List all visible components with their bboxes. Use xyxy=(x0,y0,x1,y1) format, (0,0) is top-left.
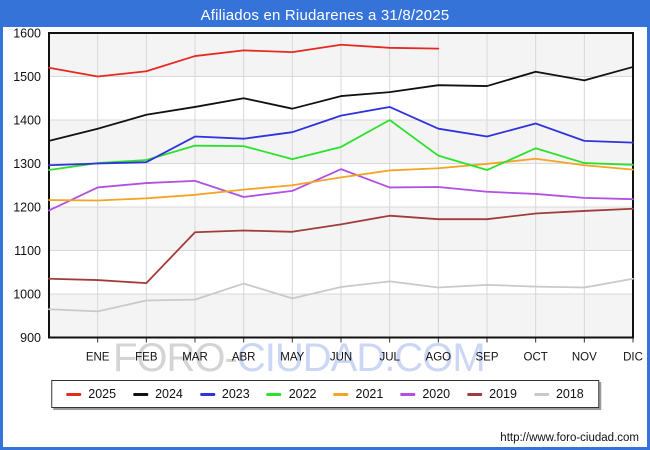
plot-band xyxy=(49,294,633,338)
x-axis-label-ENE: ENE xyxy=(86,352,110,364)
legend-color-dash xyxy=(400,392,416,396)
plot-band xyxy=(49,33,633,77)
legend-label: 2025 xyxy=(88,387,117,401)
plot-band xyxy=(49,250,633,294)
y-axis-label: 1200 xyxy=(13,201,41,215)
y-axis-label: 1400 xyxy=(13,114,41,128)
plot-band xyxy=(49,120,633,164)
legend-item-2019: 2019 xyxy=(467,387,517,401)
legend-item-2018: 2018 xyxy=(533,387,584,401)
x-axis-label-OCT: OCT xyxy=(524,352,548,364)
legend-color-dash xyxy=(333,392,349,396)
plot-band xyxy=(49,76,633,120)
plot-band xyxy=(49,163,633,207)
y-axis-label: 1300 xyxy=(13,157,41,171)
chart-header-bar: Afiliados en Riudarenes a 31/8/2025 xyxy=(3,3,647,27)
series-line-2025 xyxy=(48,43,440,78)
y-axis-label: 1000 xyxy=(13,288,41,302)
series-line-2024 xyxy=(48,66,634,142)
legend-item-2024: 2024 xyxy=(133,387,183,401)
plot-band xyxy=(49,207,633,251)
series-line-2022 xyxy=(48,119,634,171)
y-axis-label: 1500 xyxy=(13,70,41,84)
legend-color-dash xyxy=(66,392,82,396)
x-axis-label-DIC: DIC xyxy=(623,352,643,364)
legend-label: 2020 xyxy=(422,387,451,401)
series-line-2019 xyxy=(48,207,634,285)
series-line-2020 xyxy=(48,168,634,212)
legend-item-2023: 2023 xyxy=(199,387,250,401)
x-axis-label-NOV: NOV xyxy=(572,352,597,364)
watermark-part1: FORO- xyxy=(113,336,238,380)
legend-item-2022: 2022 xyxy=(266,387,317,401)
plot-border xyxy=(48,32,634,339)
watermark-part2: CIUDAD.COM xyxy=(236,336,486,380)
chart-legend: 2025 2024 2023 2022 2021 2020 2019 2018 xyxy=(51,380,599,408)
legend-label: 2018 xyxy=(555,387,584,401)
legend-color-dash xyxy=(266,392,282,396)
series-line-2021 xyxy=(48,157,634,202)
y-axis-label: 1600 xyxy=(13,28,41,41)
footer-url[interactable]: http://www.foro-ciudad.com xyxy=(500,432,639,444)
y-axis-label: 900 xyxy=(20,331,41,345)
legend-label: 2022 xyxy=(288,387,317,401)
legend-item-2025: 2025 xyxy=(66,387,116,401)
legend-color-dash xyxy=(467,392,483,396)
legend-color-dash xyxy=(533,392,549,396)
legend-label: 2019 xyxy=(489,387,517,401)
legend-color-dash xyxy=(199,392,215,396)
y-axis-label: 1100 xyxy=(14,244,41,258)
legend-label: 2024 xyxy=(155,387,183,401)
chart-title: Afiliados en Riudarenes a 31/8/2025 xyxy=(200,6,450,24)
series-line-2023 xyxy=(48,106,634,167)
legend-color-dash xyxy=(133,392,149,396)
series-line-2018 xyxy=(48,277,634,313)
legend-label: 2023 xyxy=(221,387,250,401)
legend-item-2021: 2021 xyxy=(333,387,384,401)
legend-item-2020: 2020 xyxy=(400,387,450,401)
foro-ciudad-watermark: FORO-CIUDAD.COM xyxy=(113,336,486,381)
legend-label: 2021 xyxy=(355,387,384,401)
